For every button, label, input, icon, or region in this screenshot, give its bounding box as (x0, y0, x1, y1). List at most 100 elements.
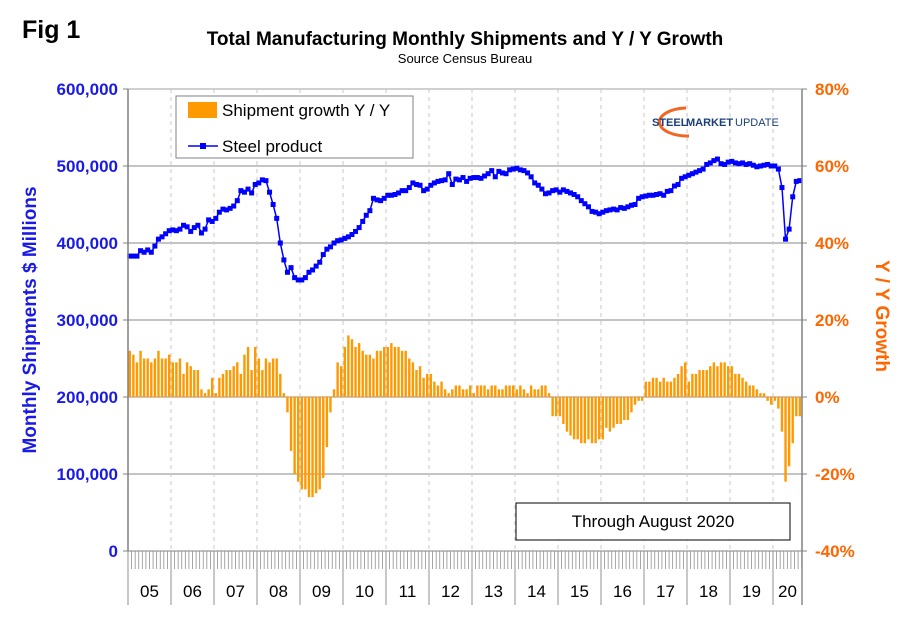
bar (228, 370, 232, 397)
bar (486, 389, 490, 397)
bar (551, 397, 554, 417)
x-axis: 05 06 07 08 09 10 11 12 13 14 15 16 17 18 19 20 (127, 551, 803, 605)
line-point (528, 174, 534, 180)
line-point (593, 209, 599, 215)
bar (157, 350, 160, 397)
line-point (460, 175, 466, 181)
line-point (338, 237, 344, 243)
bar (472, 393, 475, 397)
bar (454, 385, 458, 397)
line-point (679, 175, 685, 181)
bar (211, 377, 214, 397)
line-point (539, 186, 545, 192)
bar (737, 373, 741, 397)
left-tick-label: 600,000 (57, 80, 118, 99)
line-point (202, 226, 208, 232)
line-point (557, 189, 563, 195)
line-point (657, 191, 663, 197)
line-point (682, 174, 688, 180)
line-point (191, 225, 197, 231)
line-point (173, 228, 179, 234)
line-point (718, 161, 724, 167)
line-point (467, 175, 473, 181)
bar (433, 381, 436, 397)
line-point (621, 205, 627, 211)
bar (515, 389, 518, 397)
line-point (224, 207, 230, 213)
bar (565, 397, 569, 432)
bar (254, 346, 257, 397)
bar (440, 381, 443, 397)
bar (479, 385, 483, 397)
line-point (482, 173, 488, 179)
line-point (546, 190, 552, 196)
line-point (166, 228, 172, 234)
bar (225, 370, 228, 397)
figure-label: Fig 1 (22, 16, 80, 44)
bar (429, 373, 432, 397)
bar (261, 370, 264, 397)
bar (322, 397, 325, 478)
bar (490, 385, 493, 397)
bar (189, 366, 192, 397)
bar (626, 397, 630, 421)
right-tick-label: 40% (815, 234, 849, 253)
bar (232, 366, 235, 397)
line-point (342, 235, 348, 241)
left-tick-label: 500,000 (57, 157, 118, 176)
bar (748, 385, 751, 397)
bar (318, 397, 321, 490)
bar (404, 350, 407, 397)
line-point (317, 259, 323, 265)
line-point (353, 228, 359, 234)
bar (497, 389, 501, 397)
line-point (249, 190, 255, 196)
bar (641, 397, 644, 401)
bar (139, 350, 142, 397)
bar (375, 350, 379, 397)
bar (153, 358, 157, 397)
line-point (435, 178, 441, 184)
x-tick-label: 18 (699, 582, 718, 601)
bar (727, 366, 730, 397)
line-point (775, 166, 781, 172)
bar (357, 343, 361, 397)
bar (239, 373, 243, 397)
bar (178, 358, 182, 397)
line-point (327, 244, 333, 250)
bar (243, 354, 246, 397)
line-point (155, 236, 161, 242)
line-point (177, 226, 183, 232)
x-tick-label: 15 (570, 582, 589, 601)
bar (300, 397, 303, 490)
bar (784, 397, 787, 482)
line-point (553, 187, 559, 193)
line-point (439, 178, 445, 184)
bar (608, 397, 612, 432)
line-point (671, 183, 677, 189)
bar (522, 389, 526, 397)
line-point (510, 166, 516, 172)
bar (458, 385, 461, 397)
line-point (503, 171, 509, 177)
line-point (245, 186, 251, 192)
bar (555, 397, 558, 417)
bar (132, 354, 135, 397)
line-point (704, 161, 710, 167)
line-point (127, 253, 133, 259)
line-point (675, 181, 681, 187)
line-point (521, 168, 527, 174)
bar (712, 362, 716, 397)
line-point (213, 215, 219, 221)
line-point (335, 238, 341, 244)
bar (164, 358, 167, 397)
line-point (399, 188, 405, 194)
bar (655, 377, 658, 397)
bar (651, 377, 655, 397)
bar (719, 362, 723, 397)
bar (529, 385, 533, 397)
bar (146, 358, 149, 397)
bar (569, 397, 572, 436)
bar (275, 358, 278, 397)
line-point (585, 204, 591, 210)
